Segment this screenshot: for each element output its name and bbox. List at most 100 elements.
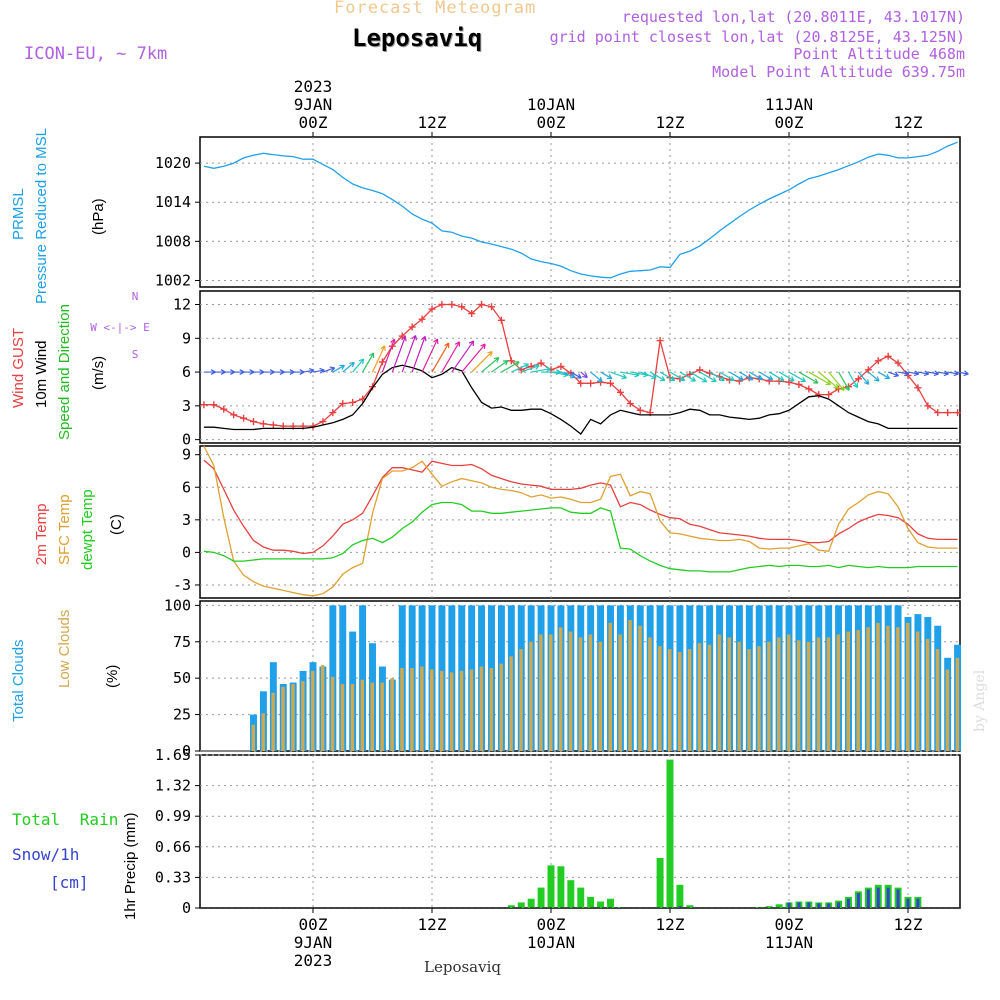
gust-marker bbox=[240, 414, 248, 422]
low-cloud-bar bbox=[271, 692, 275, 751]
low-cloud-bar bbox=[469, 669, 474, 751]
wind-direction-arrow bbox=[371, 345, 386, 373]
ytick-label-wind: 3 bbox=[182, 397, 191, 415]
low-cloud-bar bbox=[767, 641, 771, 751]
wind-direction-arrow bbox=[679, 371, 697, 382]
low-cloud-bar bbox=[796, 640, 801, 751]
low-cloud-bar bbox=[320, 665, 325, 751]
low-cloud-bar bbox=[291, 684, 295, 751]
bottom-time-label: 11JAN bbox=[765, 933, 813, 952]
low-cloud-bar bbox=[648, 637, 652, 751]
wind-direction-arrow bbox=[511, 363, 530, 373]
bottom-time-label: 00Z bbox=[299, 915, 328, 934]
wind-direction-arrow bbox=[729, 371, 744, 381]
rain-bar bbox=[537, 887, 545, 908]
low-cloud-bar bbox=[370, 682, 374, 751]
low-cloud-bar bbox=[856, 630, 860, 751]
wind-direction-arrow bbox=[590, 371, 603, 383]
ytick-label-precip: 0 bbox=[182, 899, 191, 917]
low-cloud-bar bbox=[340, 684, 345, 751]
gust-marker bbox=[210, 401, 218, 409]
gust-marker bbox=[854, 375, 862, 383]
wind-direction-arrow bbox=[957, 370, 969, 377]
wind-direction-arrow bbox=[887, 371, 899, 378]
wind-direction-arrow bbox=[312, 367, 325, 374]
wind-direction-arrow bbox=[699, 371, 717, 383]
wind-direction-arrow bbox=[253, 369, 265, 375]
low-cloud-bar bbox=[390, 678, 394, 751]
gust-marker bbox=[914, 384, 922, 392]
wind-direction-arrow bbox=[461, 343, 486, 373]
bottom-time-label: 9JAN bbox=[294, 933, 333, 952]
bottom-time-label: 10JAN bbox=[527, 933, 575, 952]
low-cloud-bar bbox=[925, 638, 930, 751]
rain-bar bbox=[775, 904, 783, 908]
low-cloud-bar bbox=[777, 637, 781, 751]
bottom-time-label: 00Z bbox=[537, 915, 566, 934]
ytick-label-wind: 6 bbox=[182, 363, 191, 381]
wind-direction-arrow bbox=[847, 371, 859, 389]
low-cloud-bar bbox=[677, 651, 682, 751]
low-cloud-bar bbox=[261, 713, 265, 751]
rain-bar bbox=[656, 857, 664, 908]
grid-point-coords: grid point closest lon,lat (20.8125E, 43… bbox=[549, 28, 965, 46]
ytick-label-clouds: 100 bbox=[164, 596, 191, 614]
wind-direction-arrow bbox=[838, 371, 850, 391]
snow-label: Snow/1h bbox=[12, 845, 80, 864]
wind-direction-arrow bbox=[689, 371, 708, 383]
low-cloud-bar bbox=[697, 643, 702, 751]
wind-direction-arrow bbox=[600, 371, 613, 380]
wind-direction-arrow bbox=[411, 335, 427, 373]
model-altitude: Model Point Altitude 639.75m bbox=[712, 63, 965, 81]
top-time-label: 00Z bbox=[299, 113, 328, 132]
gust-marker bbox=[319, 418, 327, 426]
wind-direction-arrow bbox=[897, 370, 910, 377]
rain-bar bbox=[527, 898, 535, 908]
wind-direction-arrow bbox=[342, 361, 355, 373]
ytick-label-wind: 12 bbox=[173, 296, 191, 314]
ytick-label-clouds: 50 bbox=[173, 669, 191, 687]
gust-marker bbox=[616, 388, 624, 396]
gust-marker bbox=[735, 377, 743, 385]
ytick-label-temperature: 6 bbox=[182, 478, 191, 496]
gust-marker bbox=[825, 391, 833, 399]
gust-marker bbox=[200, 401, 208, 409]
gust-marker bbox=[408, 323, 416, 331]
temp-sfc-line bbox=[203, 445, 958, 597]
gust-marker bbox=[805, 385, 813, 393]
meteogram-title: Forecast Meteogram bbox=[334, 0, 537, 18]
panel-frame-pressure bbox=[199, 136, 961, 288]
gust-marker bbox=[765, 377, 773, 385]
gust-marker bbox=[349, 398, 357, 406]
panel-frame-temperature bbox=[199, 445, 961, 599]
wind-direction-arrow bbox=[263, 369, 275, 375]
rain-bar bbox=[587, 896, 595, 908]
low-cloud-bar bbox=[568, 631, 573, 751]
low-cloud-bar bbox=[955, 657, 960, 751]
gust-marker bbox=[954, 409, 962, 417]
ytick-label-clouds: 25 bbox=[173, 706, 191, 724]
low-cloud-bar bbox=[380, 682, 384, 751]
wind-speed-line bbox=[203, 364, 958, 435]
low-cloud-bar bbox=[509, 656, 513, 751]
wind-direction-arrow bbox=[857, 371, 870, 385]
top-time-label: 10JAN bbox=[527, 95, 575, 114]
snow-unit: [cm] bbox=[50, 873, 89, 892]
wind-direction-arrow bbox=[401, 334, 417, 373]
low-cloud-bar bbox=[439, 670, 444, 751]
wind-direction-arrow bbox=[907, 370, 920, 377]
top-time-label: 12Z bbox=[894, 113, 923, 132]
gust-line bbox=[203, 303, 958, 427]
low-cloud-bar bbox=[628, 619, 632, 751]
rain-bar bbox=[577, 887, 585, 908]
rain-bar bbox=[517, 902, 525, 908]
bottom-time-label: 12Z bbox=[894, 915, 923, 934]
low-cloud-bar bbox=[866, 627, 870, 751]
gust-marker bbox=[269, 421, 277, 429]
footer-location: Leposaviq bbox=[424, 958, 501, 976]
gust-marker bbox=[557, 362, 565, 370]
low-cloud-bar bbox=[330, 676, 335, 751]
low-cloud-bar bbox=[876, 622, 880, 751]
ytick-label-precip: 0.33 bbox=[155, 868, 191, 886]
low-cloud-bar bbox=[638, 625, 642, 751]
